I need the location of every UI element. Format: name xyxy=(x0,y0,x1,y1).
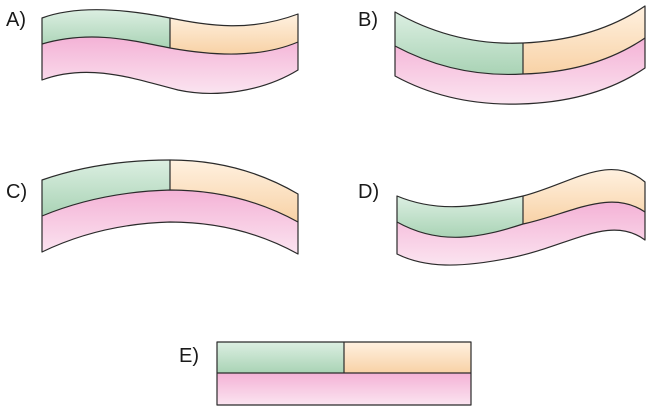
option-b-layers xyxy=(394,5,646,105)
option-c-green-layer xyxy=(42,160,170,216)
option-c[interactable]: C) xyxy=(6,159,299,255)
option-c-layers xyxy=(41,159,299,255)
option-b-label: B) xyxy=(358,9,378,31)
option-b-pink-layer xyxy=(395,38,645,105)
option-e-label: E) xyxy=(179,345,199,367)
option-a[interactable]: A) xyxy=(6,9,299,94)
option-d[interactable]: D) xyxy=(358,168,646,266)
option-d-green-layer xyxy=(397,196,523,238)
option-e[interactable]: E) xyxy=(179,341,472,406)
option-b[interactable]: B) xyxy=(358,5,646,105)
option-e-green-layer xyxy=(217,342,344,373)
option-a-label: A) xyxy=(6,9,26,31)
option-e-layers xyxy=(216,341,472,406)
option-d-layers xyxy=(396,168,646,266)
option-d-orange-layer xyxy=(523,169,645,224)
option-a-pink-layer xyxy=(42,36,298,94)
option-d-pink-layer xyxy=(397,202,645,266)
option-c-label: C) xyxy=(6,181,27,203)
option-e-pink-layer xyxy=(217,373,471,405)
option-d-label: D) xyxy=(358,181,379,203)
option-a-layers xyxy=(41,9,299,94)
option-e-orange-layer xyxy=(344,342,471,373)
option-a-green-layer xyxy=(42,9,170,48)
